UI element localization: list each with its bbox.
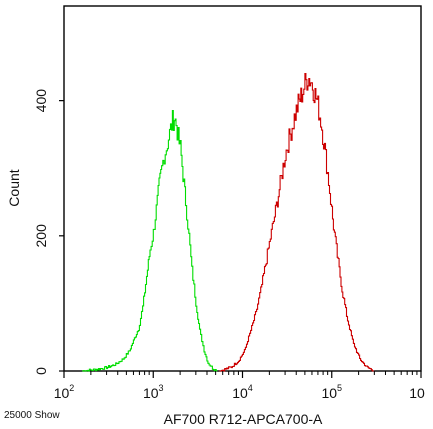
y-axis-label: Count [6, 169, 22, 206]
axis-layer: 0 200 400 102 103 104 105 10 [33, 89, 425, 401]
x-axis-label: AF700 R712-APCA700-A [164, 411, 323, 427]
x-tick-label: 102 [54, 383, 75, 401]
y-tick-label: 0 [33, 367, 49, 375]
series-line-2 [219, 72, 375, 372]
x-tick-label: 10 [409, 385, 425, 401]
x-tick-label: 105 [321, 383, 342, 401]
plot-frame [63, 5, 422, 372]
series-layer [82, 72, 375, 372]
x-tick-label: 103 [143, 383, 164, 401]
y-tick-label: 200 [33, 224, 49, 248]
footer-note: 25000 Show [4, 410, 60, 421]
y-tick-label: 400 [33, 89, 49, 113]
series-line-1 [82, 110, 218, 372]
x-tick-label: 104 [232, 383, 253, 401]
